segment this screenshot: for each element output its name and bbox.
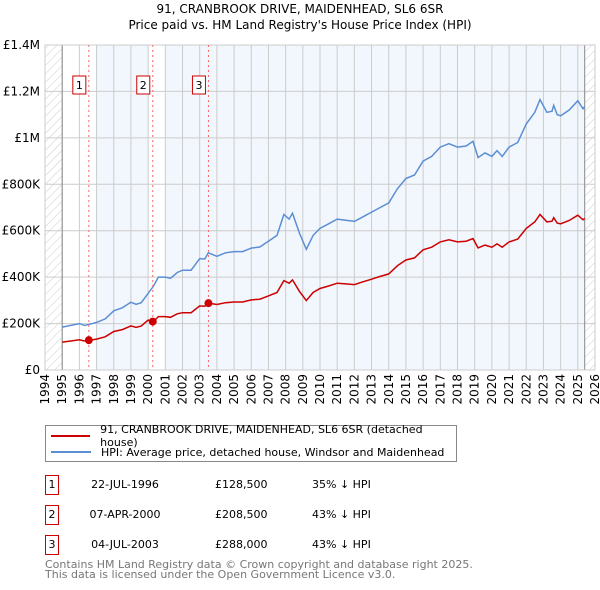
- x-tick-label: 1999: [124, 374, 138, 405]
- x-tick-label: 2005: [227, 374, 241, 405]
- x-tick-label: 2013: [365, 374, 379, 405]
- shaded-band: [96, 45, 149, 370]
- chart-subtitle: Price paid vs. HM Land Registry's House …: [128, 18, 471, 32]
- sale-marker-box: 3: [45, 535, 59, 555]
- legend: 91, CRANBROOK DRIVE, MAIDENHEAD, SL6 6SR…: [45, 423, 457, 462]
- x-tick-label: 2016: [416, 374, 430, 405]
- sale-row: 1 22-JUL-1996 £128,500 35% ↓ HPI: [0, 475, 600, 497]
- x-tick-label: 2011: [330, 374, 344, 405]
- x-tick-label: 2024: [554, 374, 568, 405]
- x-tick-label: 2023: [536, 374, 550, 405]
- hpi-line: [62, 97, 586, 328]
- no-data-hatch: [45, 45, 63, 370]
- sale-label: 2: [140, 79, 147, 92]
- footer: Contains HM Land Registry data © Crown c…: [45, 558, 473, 581]
- sale-price: £288,000: [215, 538, 268, 551]
- x-tick-label: 2000: [141, 374, 155, 405]
- sale-marker-box: 1: [45, 475, 59, 495]
- x-tick-label: 2017: [433, 374, 447, 405]
- sale-label: 3: [195, 79, 202, 92]
- x-tick-label: 1994: [38, 374, 52, 405]
- sale-date: 07-APR-2000: [89, 508, 161, 521]
- y-tick-label: £800K: [2, 177, 42, 191]
- y-tick-label: £1.4M: [3, 38, 40, 52]
- legend-swatch-blue: [51, 451, 91, 453]
- x-tick-label: 2001: [158, 374, 172, 405]
- x-tick-label: 2008: [279, 374, 293, 405]
- sale-label-box: [136, 75, 151, 95]
- y-tick-label: £200K: [2, 317, 42, 331]
- x-tick-label: 2007: [261, 374, 275, 405]
- sale-label-box: [191, 75, 206, 95]
- x-tick-label: 2021: [502, 374, 516, 405]
- x-tick-label: 2022: [519, 374, 533, 405]
- sale-row: 2 07-APR-2000 £208,500 43% ↓ HPI: [0, 505, 600, 527]
- sale-hpi-diff: 35% ↓ HPI: [312, 478, 371, 491]
- price-chart: 91, CRANBROOK DRIVE, MAIDENHEAD, SL6 6SR…: [2, 2, 600, 405]
- y-tick-label: £0: [25, 363, 40, 377]
- chart-title: 91, CRANBROOK DRIVE, MAIDENHEAD, SL6 6SR: [157, 2, 444, 16]
- sale-point: [84, 336, 93, 345]
- x-tick-label: 1998: [107, 374, 121, 405]
- legend-item-property: 91, CRANBROOK DRIVE, MAIDENHEAD, SL6 6SR…: [46, 423, 456, 449]
- legend-swatch-red: [51, 435, 91, 437]
- x-tick-label: 2018: [451, 374, 465, 405]
- y-tick-label: £1.2M: [3, 84, 40, 98]
- y-tick-label: £1M: [14, 131, 40, 145]
- sale-price: £208,500: [215, 508, 268, 521]
- sale-label-box: [72, 75, 87, 95]
- x-tick-label: 2004: [210, 374, 224, 405]
- footer-line: Contains HM Land Registry data © Crown c…: [45, 558, 473, 571]
- legend-label: HPI: Average price, detached house, Wind…: [101, 445, 445, 459]
- sale-point: [148, 317, 157, 326]
- x-tick-label: 2019: [468, 374, 482, 405]
- legend-label: 91, CRANBROOK DRIVE, MAIDENHEAD, SL6 6SR…: [100, 423, 423, 449]
- y-tick-label: £400K: [2, 270, 42, 284]
- shaded-band: [165, 45, 585, 370]
- plot-border: [44, 44, 596, 371]
- sale-marker-box: 2: [45, 505, 59, 525]
- x-tick-label: 2015: [399, 374, 413, 405]
- sale-label: 1: [76, 79, 83, 92]
- footer-line: This data is licensed under the Open Gov…: [45, 568, 396, 581]
- x-tick-label: 1996: [72, 374, 86, 405]
- sale-point: [204, 299, 213, 308]
- legend-item-hpi: HPI: Average price, detached house, Wind…: [46, 444, 444, 460]
- x-tick-label: 2002: [176, 374, 190, 405]
- y-tick-label: £600K: [2, 224, 42, 238]
- x-tick-label: 2003: [193, 374, 207, 405]
- x-tick-label: 2026: [588, 374, 600, 405]
- x-tick-label: 2006: [244, 374, 258, 405]
- sale-price: £128,500: [215, 478, 268, 491]
- x-tick-label: 1997: [90, 374, 104, 405]
- sale-date: 04-JUL-2003: [91, 538, 159, 551]
- sale-row: 3 04-JUL-2003 £288,000 43% ↓ HPI: [0, 535, 600, 557]
- sale-hpi-diff: 43% ↓ HPI: [312, 538, 371, 551]
- x-tick-label: 2025: [571, 374, 585, 405]
- x-tick-label: 2010: [313, 374, 327, 405]
- x-tick-label: 2012: [347, 374, 361, 405]
- x-tick-label: 2009: [296, 374, 310, 405]
- sale-hpi-diff: 43% ↓ HPI: [312, 508, 371, 521]
- x-tick-label: 1995: [55, 374, 69, 405]
- x-tick-label: 2014: [382, 374, 396, 405]
- x-tick-label: 2020: [485, 374, 499, 405]
- no-data-hatch: [584, 45, 595, 370]
- sale-date: 22-JUL-1996: [91, 478, 159, 491]
